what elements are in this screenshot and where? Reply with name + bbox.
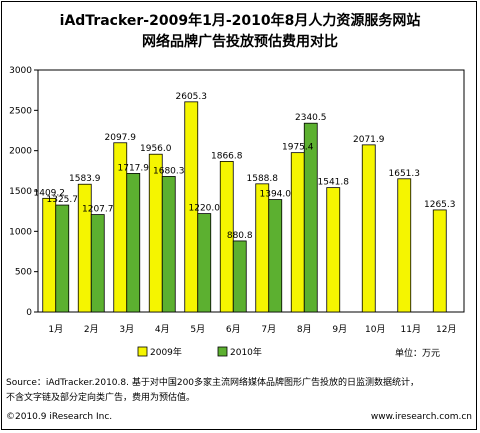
data-label-2009-8: 1975.4 [282, 143, 314, 153]
data-label-2009-7: 1588.8 [247, 174, 279, 184]
legend: 2009年 2010年 [137, 346, 262, 358]
x-tick-label: 11月 [401, 324, 421, 335]
bar-2010-6 [232, 240, 247, 313]
y-tick-label: 2500 [9, 106, 32, 116]
data-label-2010-1: 1325.7 [47, 195, 79, 205]
data-label-2009-1: 1409.2 [34, 188, 66, 198]
source-note: Source：iAdTracker.2010.8. 基于对中国200多家主流网络… [6, 376, 474, 406]
x-tick-label: 4月 [155, 324, 170, 335]
bar-2009-8 [290, 152, 305, 313]
x-tick-label: 7月 [261, 324, 276, 335]
x-tick-label: 9月 [332, 324, 347, 335]
copyright: ©2010.9 iResearch Inc. [6, 412, 113, 422]
bar-2010-5 [197, 213, 212, 313]
unit-label: 单位：万元 [395, 347, 440, 359]
x-tick-label: 5月 [190, 324, 205, 335]
data-label-2009-3: 2097.9 [105, 133, 137, 143]
data-label-2010-6: 880.8 [227, 231, 253, 241]
bar-2009-4 [148, 153, 163, 313]
x-tick-label: 2月 [84, 324, 99, 335]
y-tick-label: 2000 [9, 147, 32, 157]
bar-2010-8 [303, 122, 318, 313]
x-tick-label: 6月 [226, 324, 241, 335]
source-line-2: 不含文字链及部分定向类广告，费用为预估值。 [6, 393, 196, 403]
data-label-2009-9: 1541.8 [318, 178, 350, 188]
bar-2010-2 [90, 214, 105, 313]
bar-2009-10 [361, 144, 376, 313]
data-label-2010-2: 1207.7 [82, 205, 114, 215]
data-label-2009-4: 1956.0 [140, 144, 172, 154]
bar-2009-9 [326, 187, 341, 313]
y-tick-label: 0 [26, 308, 32, 318]
bar-2009-11 [397, 178, 412, 313]
bar-2009-12 [432, 209, 447, 313]
bar-2009-1 [42, 197, 57, 313]
bar-2010-1 [55, 204, 70, 313]
data-label-2010-3: 1717.9 [118, 163, 150, 173]
data-label-2009-12: 1265.3 [424, 200, 456, 210]
data-label-2009-11: 1651.3 [389, 169, 421, 179]
x-tick-label: 8月 [297, 324, 312, 335]
bars-group [42, 101, 447, 313]
plot-area [37, 69, 465, 313]
data-label-2010-7: 1394.0 [260, 190, 292, 200]
data-label-2009-10: 2071.9 [353, 135, 385, 145]
data-label-2010-4: 1680.3 [153, 166, 185, 176]
source-line-1: Source：iAdTracker.2010.8. 基于对中国200多家主流网络… [6, 378, 420, 388]
data-label-2010-5: 1220.0 [189, 204, 221, 214]
x-tick-label: 10月 [365, 324, 385, 335]
legend-swatch-2010 [217, 346, 228, 357]
y-tick-label: 3000 [9, 66, 32, 76]
bar-2009-7 [255, 183, 270, 313]
x-tick-label: 1月 [48, 324, 63, 335]
data-label-2010-8: 2340.5 [295, 113, 327, 123]
legend-label-2009: 2009年 [150, 346, 182, 358]
bar-2010-4 [161, 176, 176, 313]
legend-swatch-2009 [137, 346, 148, 357]
data-label-2009-2: 1583.9 [69, 174, 101, 184]
bar-2010-7 [268, 199, 283, 313]
data-label-2009-6: 1866.8 [211, 151, 243, 161]
x-tick-label: 12月 [436, 324, 456, 335]
legend-label-2010: 2010年 [230, 346, 262, 358]
x-axis: 1月 2月 3月 4月 5月 6月 7月 8月 9月 10月 11月 12月 [48, 324, 456, 335]
x-tick-label: 3月 [119, 324, 134, 335]
bar-2009-6 [219, 161, 234, 313]
chart-title-line-2: 网络品牌广告投放预估费用对比 [142, 34, 338, 50]
y-tick-label: 1500 [9, 187, 32, 197]
bar-2010-3 [126, 173, 141, 313]
chart-title-line-1: iAdTracker-2009年1月-2010年8月人力资源服务网站 [59, 13, 421, 29]
y-axis: 0 500 1000 1500 2000 2500 3000 [9, 66, 38, 318]
y-tick-label: 500 [15, 268, 32, 278]
y-tick-label: 1000 [9, 227, 32, 237]
data-label-2009-5: 2605.3 [176, 92, 208, 102]
bar-2009-2 [77, 183, 92, 313]
website: www.iresearch.com.cn [370, 412, 472, 422]
bar-2009-5 [184, 101, 199, 313]
